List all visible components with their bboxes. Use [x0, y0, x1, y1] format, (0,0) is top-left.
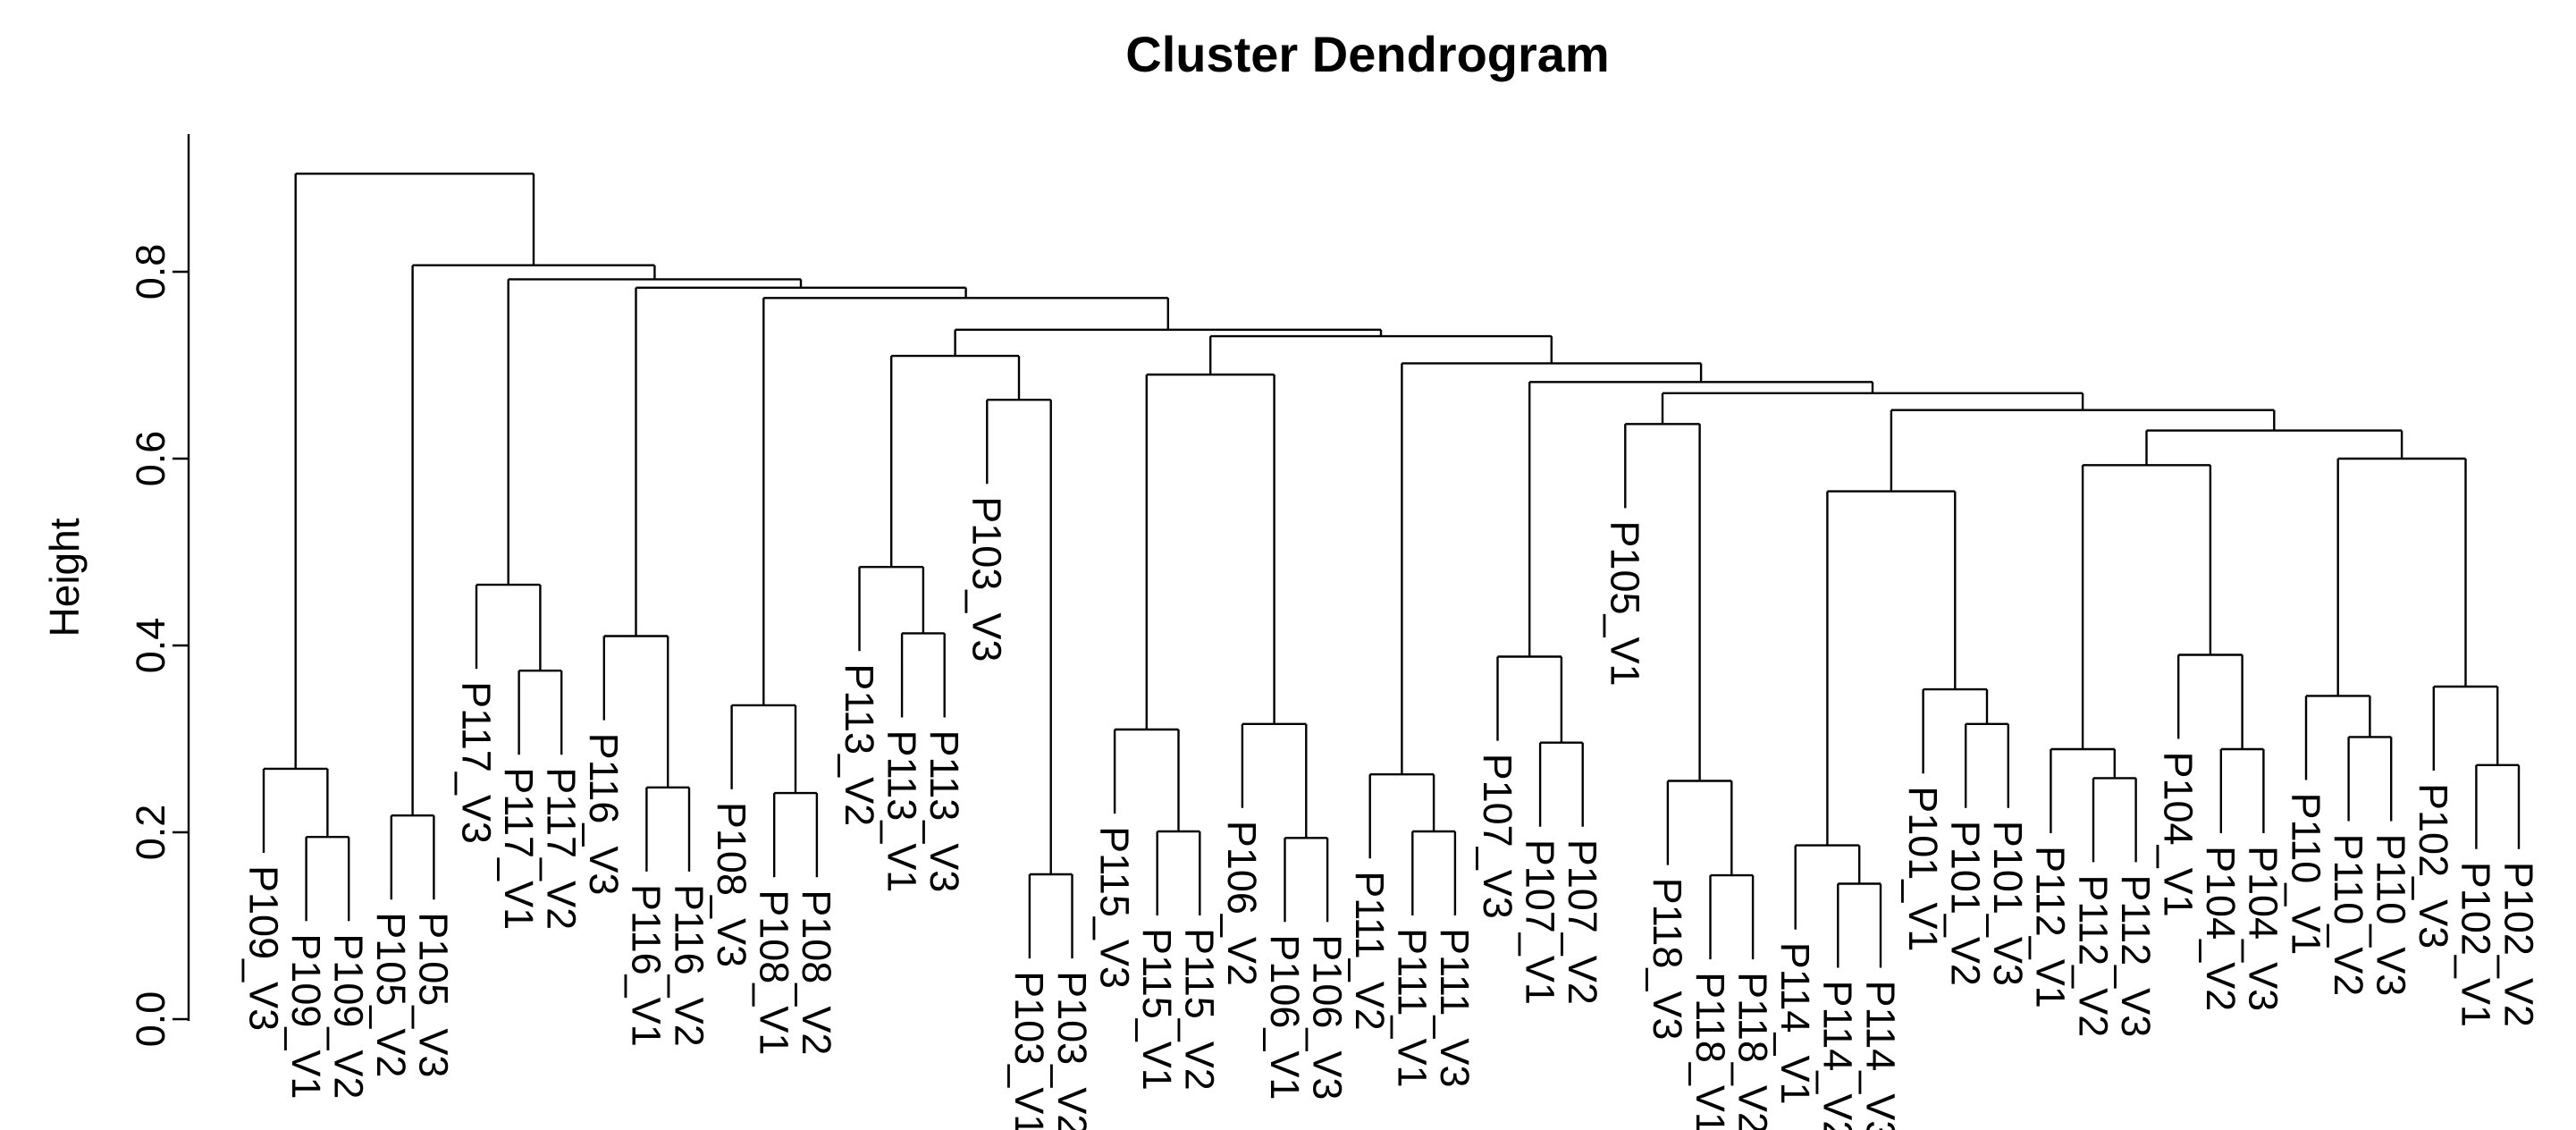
leaf-label: P109_V3 [240, 865, 286, 1031]
leaf-label: P109_V1 [283, 933, 329, 1099]
leaf-label: P110_V3 [2368, 834, 2413, 997]
leaf-label: P117_V1 [496, 767, 542, 930]
leaf-label: P115_V1 [1134, 928, 1180, 1091]
leaf-label: P101_V1 [1900, 786, 1946, 951]
leaf-label: P108_V3 [709, 802, 754, 967]
chart-title: Cluster Dendrogram [1125, 26, 1610, 82]
leaf-label: P109_V2 [325, 933, 371, 1099]
leaf-label: P104_V2 [2198, 846, 2243, 1011]
leaf-label: P116_V2 [666, 884, 711, 1047]
leaf-label: P113_V1 [879, 730, 924, 893]
leaf-label: P101_V3 [1985, 821, 2031, 986]
leaf-label: P102_V1 [2454, 862, 2499, 1027]
leaf-label: P115_V3 [1091, 826, 1137, 989]
leaf-label: P110_V2 [2326, 834, 2371, 997]
leaf-label: P104_V1 [2155, 752, 2201, 917]
leaf-label: P105_V3 [411, 912, 457, 1077]
leaf-label: P106_V3 [1304, 934, 1350, 1100]
leaf-label: P116_V1 [624, 884, 669, 1047]
leaf-label: P112_V3 [2113, 874, 2159, 1037]
leaf-label: P117_V3 [453, 681, 499, 844]
leaf-label: P114_V1 [1772, 942, 1818, 1105]
y-axis: 0.0 0.2 0.4 0.6 0.8 [128, 134, 190, 1048]
y-tick-label: 0.4 [128, 618, 173, 674]
leaf-label: P114_V3 [1857, 981, 1903, 1130]
leaf-label: P112_V2 [2070, 874, 2116, 1037]
y-axis-label: Height [41, 518, 88, 637]
leaf-label: P102_V3 [2411, 783, 2456, 949]
leaf-label: P115_V2 [1177, 928, 1223, 1091]
leaf-label: P112_V1 [2028, 846, 2074, 1008]
leaf-label: P116_V3 [581, 733, 627, 896]
leaf-label: P113_V2 [837, 663, 882, 826]
leaf-label: P111_V1 [1390, 928, 1435, 1087]
leaf-label: P117_V2 [538, 767, 584, 930]
leaf-label: P107_V2 [1560, 839, 1605, 1005]
leaf-label: P108_V1 [751, 890, 796, 1055]
leaf-label: P118_V1 [1688, 972, 1733, 1130]
leaf-label: P107_V3 [1475, 754, 1520, 919]
leaf-label: P108_V2 [794, 890, 839, 1055]
leaf-label: P107_V1 [1517, 839, 1562, 1005]
y-tick-label: 0.2 [128, 805, 173, 861]
leaf-label: P113_V3 [922, 730, 967, 893]
leaf-label: P111_V2 [1347, 871, 1393, 1030]
y-tick-label: 0.6 [128, 431, 173, 487]
leaf-label: P111_V3 [1432, 928, 1477, 1087]
leaf-label: P106_V2 [1219, 821, 1265, 986]
leaf-label: P114_V2 [1815, 981, 1861, 1130]
leaf-label: P104_V3 [2241, 846, 2286, 1011]
leaf-label: P103_V2 [1049, 971, 1095, 1130]
leaf-label: P110_V1 [2283, 793, 2328, 956]
leaf-label: P118_V3 [1645, 878, 1690, 1041]
leaf-label: P101_V2 [1942, 821, 1988, 986]
leaf-label: P102_V2 [2496, 862, 2541, 1027]
leaf-label: P118_V2 [1730, 972, 1775, 1130]
y-tick-label: 0.0 [128, 991, 173, 1048]
leaf-label: P105_V2 [368, 912, 414, 1077]
y-tick-label: 0.8 [128, 244, 173, 300]
dendrogram-branches [262, 173, 2521, 968]
leaf-label: P106_V1 [1262, 934, 1308, 1100]
leaf-label: P103_V3 [964, 496, 1010, 662]
leaf-label: P103_V1 [1006, 971, 1052, 1130]
leaf-label: P105_V1 [1603, 520, 1648, 686]
